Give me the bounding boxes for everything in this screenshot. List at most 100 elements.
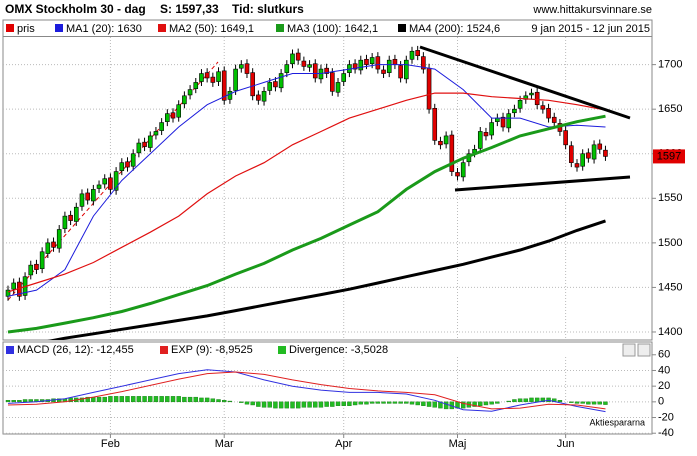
candle-body [159,122,164,131]
candle-body [335,82,341,93]
candle-body [403,59,409,80]
candle-body [62,215,68,229]
divergence-bar [170,396,176,403]
candle-body [398,65,403,79]
candle-body [210,76,216,83]
plots: FebMarAprMajJun1400145015001550160016501… [3,37,685,450]
divergence-bar [210,398,216,403]
candle-body [580,153,585,167]
divergence-bar [478,401,483,406]
divergence-bar [381,401,386,404]
candle-body [256,94,261,101]
candle-body [546,107,551,119]
candle-body [352,63,358,70]
candle-body [227,91,233,100]
divergence-bar [17,400,22,403]
candle-body [495,117,500,122]
x-tick-label: Apr [335,438,352,450]
candle-body [261,91,267,102]
candle-body [176,104,181,118]
divergence-bar [113,396,119,403]
divergence-bar [182,396,187,403]
zoom-button[interactable] [622,343,636,357]
divergence-bar [512,399,517,403]
candle-body [512,108,517,114]
divergence-bar [352,401,358,406]
zoom-button[interactable] [637,343,651,357]
candle-body [312,63,318,79]
candle-body [28,264,34,276]
divergence-bar [261,401,267,408]
divergence-bar [347,401,352,406]
y-tick-label: 0 [658,396,664,408]
y-tick-label: 1700 [658,59,682,71]
legend-swatch [278,346,286,354]
candle-body [324,67,329,74]
legend-label: Divergence: -3,5028 [289,344,388,356]
candle-body [591,144,597,160]
divergence-bar [426,401,432,407]
divergence-bar [267,401,272,408]
divergence-bar [324,401,329,407]
legend-swatch [158,24,166,32]
line [7,64,606,297]
divergence-bar [318,401,324,408]
divergence-bar [529,397,534,403]
candle-body [369,57,375,65]
candle-body [409,50,415,60]
candle-body [443,135,449,145]
divergence-bar [540,397,546,403]
divergence-bar [432,401,437,408]
candle-body [113,171,119,191]
divergence-bar [409,401,415,405]
divergence-bar [534,397,540,403]
candle-body [119,162,125,171]
divergence-bar [227,400,233,403]
candle-body [5,289,11,297]
divergence-bar [108,396,113,403]
divergence-bar [79,397,85,403]
candle-body [290,53,295,65]
candle-body [204,72,210,79]
legend-swatch [55,24,63,32]
divergence-bar [591,401,597,405]
legend-label: pris [17,23,35,35]
candle-body [358,59,364,71]
divergence-bar [187,396,193,403]
divergence-bar [301,401,307,408]
candle-body [45,242,51,254]
candle-body [438,140,443,146]
y-tick-label: 1400 [658,326,682,338]
divergence-bar [586,401,591,405]
divergence-bar [295,401,301,409]
candle-body [102,178,108,185]
candle-body [301,60,307,67]
candle-body [216,71,221,82]
candle-body [39,251,45,270]
lines [7,369,606,413]
candle-body [273,81,278,88]
y-tick-label: 20 [658,380,670,392]
candle-body [529,92,534,96]
candle-body [142,141,147,147]
x-tick-label: Jun [557,438,575,450]
source: www.hittakursvinnare.se [532,4,652,16]
legend-label: MA3 (100): 1642,1 [287,23,378,35]
candle-body [364,58,369,65]
candle-body [73,206,79,222]
y-tick-label: -40 [658,427,674,439]
lines [7,64,606,340]
divergence-bar [307,401,312,408]
legend-label: MA4 (200): 1524,6 [409,23,500,35]
macd-frame [2,341,653,435]
candle-body [295,52,301,61]
legend-swatch [398,24,406,32]
candle-body [563,130,568,146]
divergence-bar [415,401,420,406]
divergence-bar [392,401,398,404]
candle-body [540,105,546,110]
divergence-bar [387,401,392,404]
candle-body [574,163,580,168]
divergence-bar [5,400,11,403]
candle-body [392,58,398,65]
